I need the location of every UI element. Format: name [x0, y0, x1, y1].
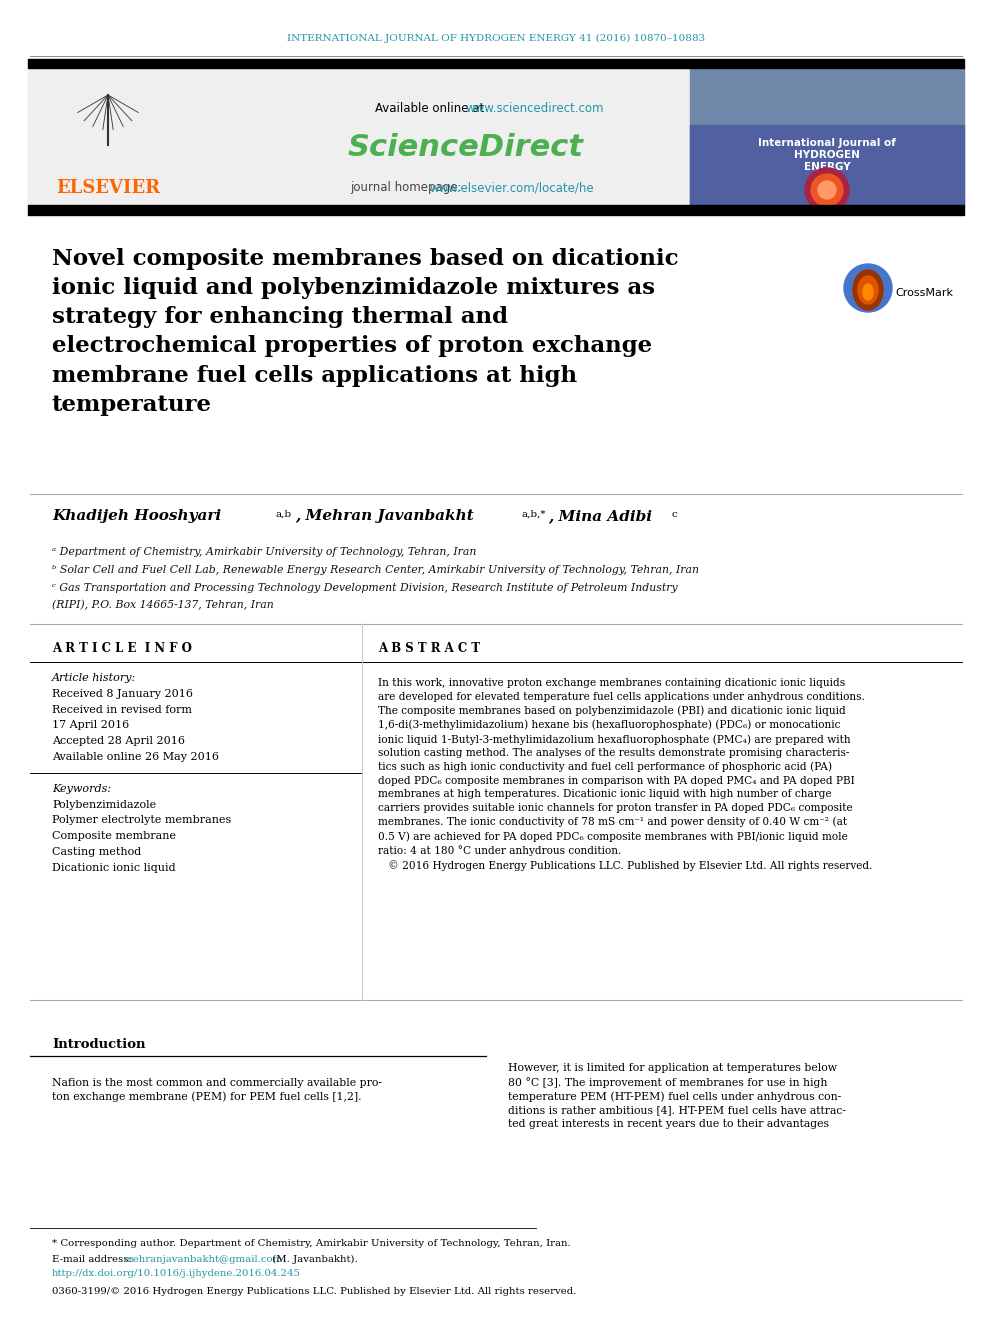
Text: 0360-3199/© 2016 Hydrogen Energy Publications LLC. Published by Elsevier Ltd. Al: 0360-3199/© 2016 Hydrogen Energy Publica…	[52, 1287, 576, 1297]
Text: CrossMark: CrossMark	[895, 288, 953, 298]
Bar	[243, 67, 690, 205]
Text: ᵇ Solar Cell and Fuel Cell Lab, Renewable Energy Research Center, Amirkabir Univ: ᵇ Solar Cell and Fuel Cell Lab, Renewabl…	[52, 565, 699, 576]
Text: Received in revised form: Received in revised form	[52, 705, 192, 714]
Ellipse shape	[853, 270, 883, 310]
Text: Received 8 January 2016: Received 8 January 2016	[52, 689, 193, 699]
Text: a,b,*: a,b,*	[522, 509, 547, 519]
Bar	[28, 205, 964, 216]
Text: http://dx.doi.org/10.1016/j.ijhydene.2016.04.245: http://dx.doi.org/10.1016/j.ijhydene.201…	[52, 1270, 301, 1278]
Bar	[28, 60, 964, 67]
Bar	[690, 67, 964, 205]
Text: (RIPI), P.O. Box 14665-137, Tehran, Iran: (RIPI), P.O. Box 14665-137, Tehran, Iran	[52, 599, 274, 610]
Text: ScienceDirect: ScienceDirect	[348, 134, 584, 163]
Text: A B S T R A C T: A B S T R A C T	[378, 642, 480, 655]
Text: www.sciencedirect.com: www.sciencedirect.com	[465, 102, 603, 115]
Circle shape	[818, 181, 836, 198]
Text: Composite membrane: Composite membrane	[52, 831, 176, 841]
Text: Dicationic ionic liquid: Dicationic ionic liquid	[52, 863, 176, 873]
Bar	[28, 67, 964, 205]
Text: Accepted 28 April 2016: Accepted 28 April 2016	[52, 736, 185, 746]
Text: mehranjavanbakht@gmail.com: mehranjavanbakht@gmail.com	[124, 1254, 284, 1263]
Text: www.elsevier.com/locate/he: www.elsevier.com/locate/he	[430, 181, 594, 194]
Text: ᵃ Department of Chemistry, Amirkabir University of Technology, Tehran, Iran: ᵃ Department of Chemistry, Amirkabir Uni…	[52, 546, 476, 557]
Text: Introduction: Introduction	[52, 1039, 146, 1052]
Text: Khadijeh Hooshyari: Khadijeh Hooshyari	[52, 509, 221, 523]
Text: Polybenzimidazole: Polybenzimidazole	[52, 800, 156, 810]
Text: In this work, innovative proton exchange membranes containing dicationic ionic l: In this work, innovative proton exchange…	[378, 677, 873, 871]
Text: ᶜ Gas Transportation and Processing Technology Development Division, Research In: ᶜ Gas Transportation and Processing Tech…	[52, 583, 678, 593]
Text: , Mina Adibi: , Mina Adibi	[548, 509, 652, 523]
Text: , Mehran Javanbakht: , Mehran Javanbakht	[295, 509, 474, 523]
Text: a,b: a,b	[276, 509, 292, 519]
Text: journal homepage:: journal homepage:	[350, 181, 465, 194]
Bar	[690, 124, 964, 205]
Text: Available online 26 May 2016: Available online 26 May 2016	[52, 751, 219, 762]
Ellipse shape	[863, 284, 873, 300]
Circle shape	[811, 175, 843, 206]
Bar	[28, 67, 243, 205]
Text: A R T I C L E  I N F O: A R T I C L E I N F O	[52, 642, 191, 655]
Text: c: c	[672, 509, 678, 519]
Text: 17 April 2016: 17 April 2016	[52, 720, 129, 730]
Text: (M. Javanbakht).: (M. Javanbakht).	[269, 1254, 358, 1263]
Text: Casting method: Casting method	[52, 847, 141, 857]
Text: E-mail address:: E-mail address:	[52, 1254, 135, 1263]
Text: Available online at: Available online at	[375, 102, 488, 115]
Text: Nafion is the most common and commercially available pro-
ton exchange membrane : Nafion is the most common and commercial…	[52, 1078, 382, 1102]
Text: However, it is limited for application at temperatures below
80 °C [3]. The impr: However, it is limited for application a…	[508, 1062, 846, 1129]
Text: Polymer electrolyte membranes: Polymer electrolyte membranes	[52, 815, 231, 826]
Text: * Corresponding author. Department of Chemistry, Amirkabir University of Technol: * Corresponding author. Department of Ch…	[52, 1240, 570, 1249]
Circle shape	[805, 168, 849, 212]
Ellipse shape	[858, 277, 878, 304]
Circle shape	[844, 265, 892, 312]
Text: Article history:: Article history:	[52, 673, 136, 683]
Text: Novel composite membranes based on dicationic
ionic liquid and polybenzimidazole: Novel composite membranes based on dicat…	[52, 247, 679, 415]
Text: International Journal of
HYDROGEN
ENERGY: International Journal of HYDROGEN ENERGY	[758, 138, 896, 172]
Text: Keywords:: Keywords:	[52, 785, 111, 794]
Text: INTERNATIONAL JOURNAL OF HYDROGEN ENERGY 41 (2016) 10870–10883: INTERNATIONAL JOURNAL OF HYDROGEN ENERGY…	[287, 33, 705, 42]
Text: ELSEVIER: ELSEVIER	[56, 179, 160, 197]
